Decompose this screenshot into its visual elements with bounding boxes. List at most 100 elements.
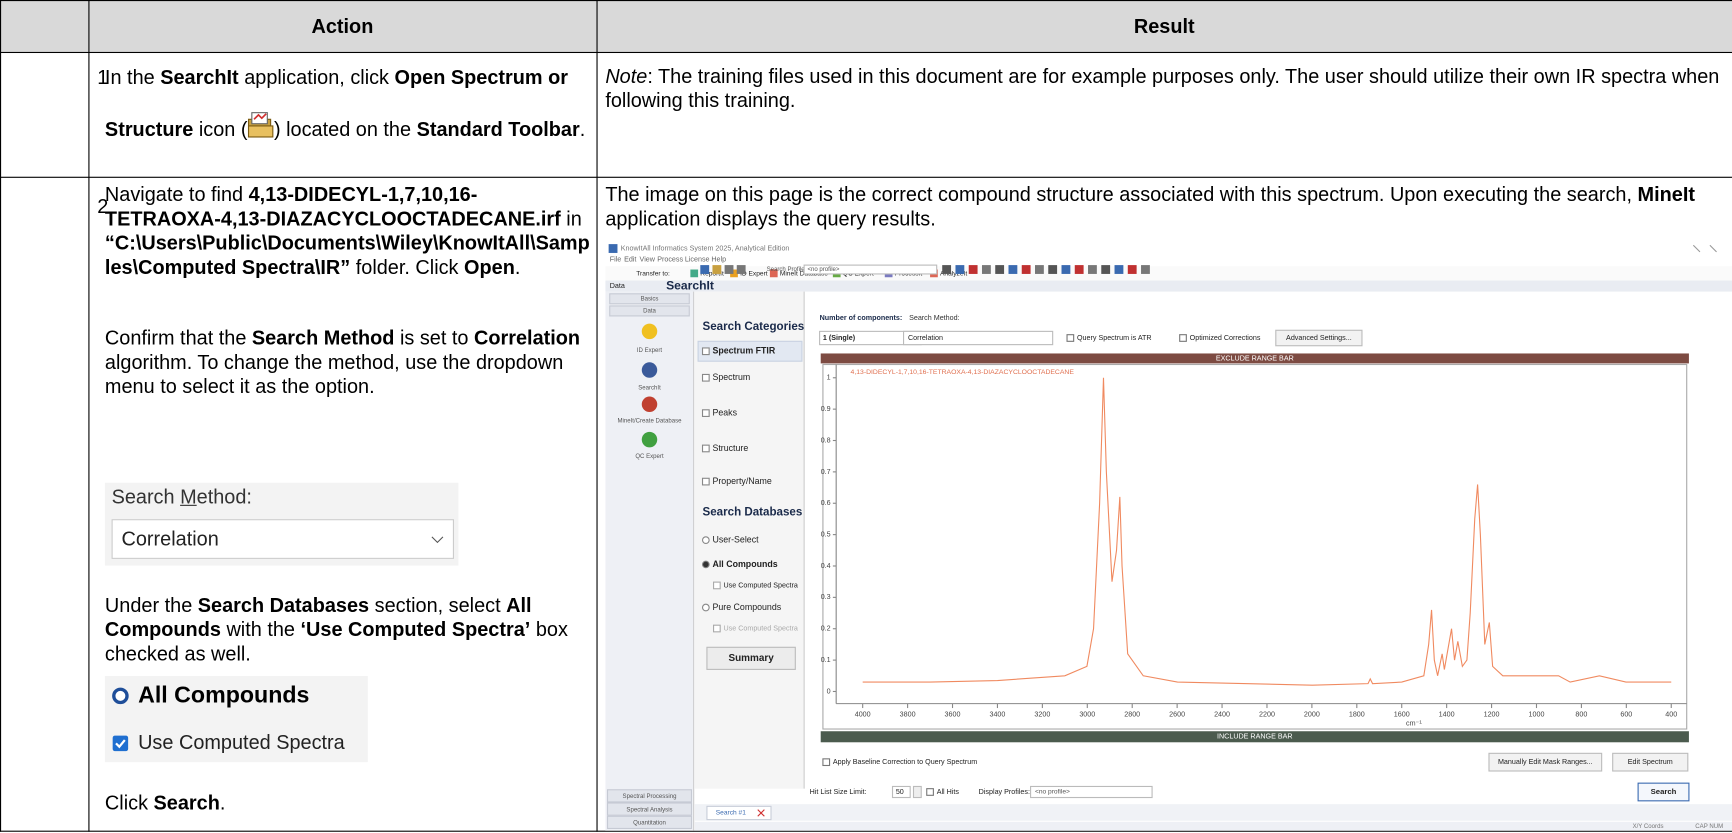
status-bar [695,822,1732,831]
database-option: User-Select [712,534,759,544]
tool-label: QC Expert [635,454,664,460]
field-value: <no profile> [807,267,839,273]
x-tick-label: 3200 [1034,711,1050,719]
border [0,831,1732,832]
border [596,0,597,832]
x-tick-label: 800 [1575,711,1587,719]
tool-icon [1115,265,1124,274]
document: Action Result 1 In the SearchIt applicat… [0,0,1732,833]
database-option: Pure Compounds [712,602,781,612]
category: Property/Name [712,476,771,486]
y-tick-label: 0 [827,687,831,695]
border [0,0,1732,1]
checkbox [1067,335,1074,342]
border [88,0,89,832]
text-run: Note [605,65,647,87]
open-icon [247,110,274,139]
tab-strip [695,804,1732,821]
menu-item: File [610,255,622,263]
text-run: Standard Toolbar [417,118,580,140]
border [0,177,1732,178]
sidebar-button-label: Spectral Processing [623,794,677,800]
text-run: . [580,118,586,140]
sidebar-button-label: Basics [641,296,659,302]
tool-icon [1008,265,1017,274]
text-run: : The training files used in this docume… [605,65,1719,111]
y-tick-label: 0.7 [821,468,831,476]
app-icon [609,244,618,253]
x-tick-label: 3400 [989,711,1005,719]
text-run: In the [105,66,160,88]
section-title: Search Databases [703,507,803,519]
field-label: Search Profiles: [767,267,810,273]
tool-icon [982,265,991,274]
x-tick-label: 3000 [1079,711,1095,719]
field-label: Number of components: [820,314,903,322]
x-tick-label: 1200 [1484,711,1500,719]
tool-icon [700,265,709,274]
database-option: Use Computed Spectra [724,624,798,632]
tool-icon [642,324,657,339]
checkbox [703,478,710,485]
app-screenshot: KnowItAll Informatics System 2025, Analy… [605,241,1732,831]
text-run: Open [464,256,515,278]
field-value: 50 [896,788,904,796]
radio [703,604,710,611]
plot-area [823,365,1687,730]
dropdown-value: Correlation [122,528,219,551]
action-text: Confirm that the Search Method is set to… [105,326,591,399]
text-run: application displays the query results. [605,208,935,230]
tool-icon [642,432,657,447]
spectrum-name: 4,13-DIDECYL-1,7,10,16-TETRAOXA-4,13-DIA… [851,369,1075,376]
text-run: ) located on the [274,118,417,140]
tool-icon [1101,265,1110,274]
radio-label: All Compounds [138,683,309,710]
tool-icon [712,265,721,274]
toolbar-icon [690,270,698,278]
text-run: Navigate to find [105,183,249,205]
button-label: Search [1651,787,1677,796]
label: KnowItAll Informatics System 2025, Analy… [621,244,790,252]
tool-icon [1035,265,1044,274]
checkbox [1180,335,1187,342]
menu-item: Edit [624,255,636,263]
menu-item: View [640,255,656,263]
x-tick-label: 2400 [1214,711,1230,719]
text-run: in [561,208,582,230]
tool-icon [642,362,657,377]
x-tick-label: 3600 [945,711,961,719]
x-tick-label: 1000 [1529,711,1545,719]
y-tick-label: 0.8 [821,436,831,444]
panel-header [605,281,1732,292]
x-tick-label: 2200 [1259,711,1275,719]
chevron [431,536,444,545]
tool-icon [725,265,734,274]
y-tick-label: 0.3 [821,593,831,601]
x-tick-label: 4000 [855,711,871,719]
text-run: MineIt [1638,183,1695,205]
toolbar-item: Transfer to: [636,271,670,278]
text-run: Under the [105,594,198,616]
result-text: Note: The training files used in this do… [605,64,1726,113]
category: Spectrum FTIR [712,346,775,356]
radio [112,687,130,705]
option-label: Apply Baseline Correction to Query Spect… [833,758,977,766]
tool-icon [1141,265,1150,274]
tool-icon [955,265,964,274]
x-tick-label: 1800 [1349,711,1365,719]
header-cell: Action [88,15,596,38]
tool-icon [1088,265,1097,274]
x-tick-label: 3800 [900,711,916,719]
menu-item: Help [711,255,726,263]
tool-icon [995,265,1004,274]
text-run: SearchIt [160,66,238,88]
category: Spectrum [712,372,750,382]
page: {"table":{"headers":["Action","Result"],… [0,0,1732,833]
checkbox [703,374,710,381]
text-run: with the [221,619,301,641]
label: Search Method: [112,486,252,509]
text-run: algorithm. To change the method, use the… [105,351,563,397]
text-run: Search [154,792,220,814]
field-value: <no profile> [1035,789,1070,796]
tool-label: ID Expert [637,348,663,354]
